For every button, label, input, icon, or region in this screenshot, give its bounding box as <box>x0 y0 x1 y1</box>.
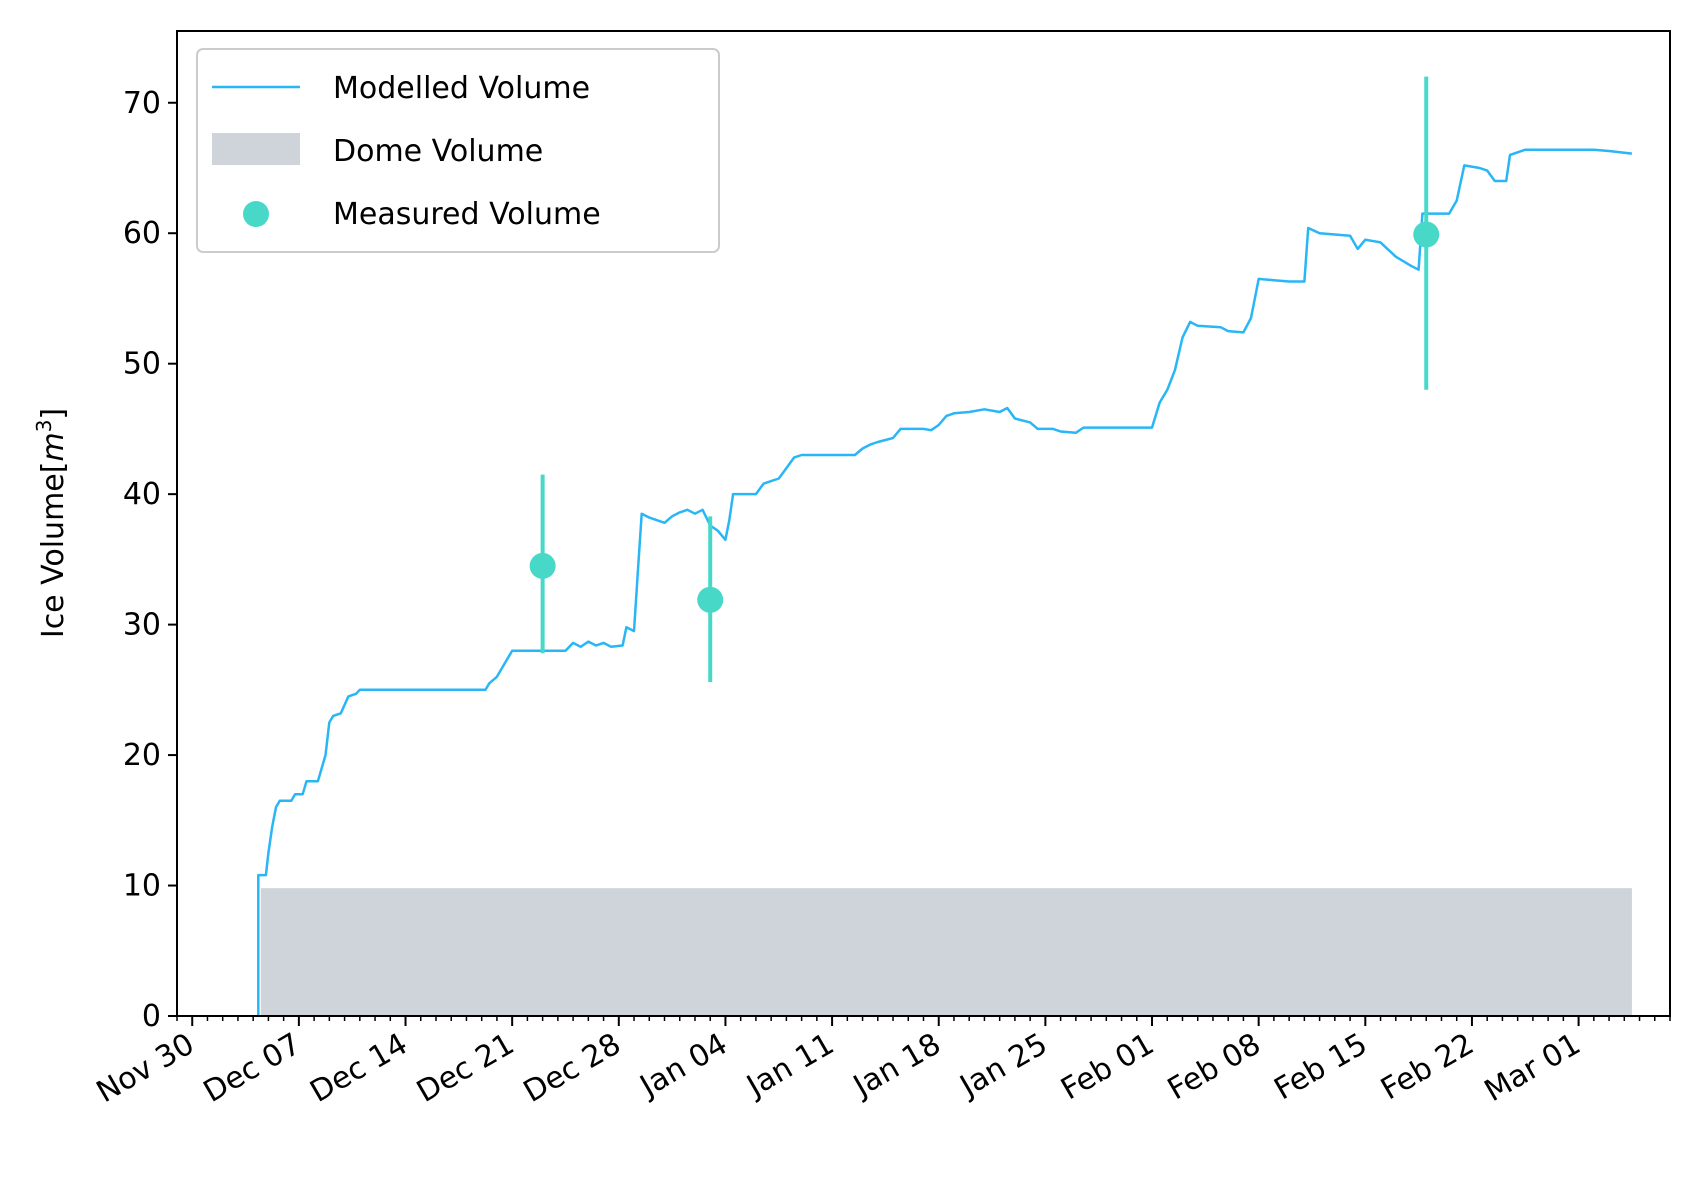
y-axis: 0 10 20 30 40 50 60 70 <box>123 86 177 1034</box>
y-tick-label-7: 70 <box>123 86 161 121</box>
dome-volume-area <box>260 888 1632 1016</box>
legend-measured-label: Measured Volume <box>333 197 601 232</box>
y-tick-label-1: 10 <box>123 869 161 904</box>
y-tick-label-4: 40 <box>123 477 161 512</box>
legend-dome-swatch <box>212 133 300 165</box>
y-axis-label-close: ] <box>36 408 71 420</box>
measured-point-2 <box>1413 221 1440 248</box>
y-tick-label-6: 60 <box>123 216 161 251</box>
y-axis-label-exponent: 3 <box>32 420 56 433</box>
modelled-volume-series <box>257 148 1633 1016</box>
y-axis-label: Ice Volume[m3] <box>32 408 71 638</box>
legend-frame <box>196 48 720 253</box>
legend-modelled-label: Modelled Volume <box>333 71 590 106</box>
legend-dome-label: Dome Volume <box>333 134 543 169</box>
y-tick-label-3: 30 <box>123 608 161 643</box>
y-tick-label-0: 0 <box>142 999 161 1034</box>
modelled-volume-line <box>257 148 1633 1016</box>
legend-measured-swatch <box>243 201 269 227</box>
legend: Modelled Volume Dome Volume Measured Vol… <box>196 48 720 253</box>
measured-volume-series <box>529 76 1440 683</box>
y-axis-label-text: Ice Volume[ <box>36 462 71 639</box>
y-axis-label-unit: m <box>36 432 71 461</box>
y-tick-label-5: 50 <box>123 347 161 382</box>
measured-point-1 <box>697 586 724 613</box>
y-tick-label-2: 20 <box>123 738 161 773</box>
dome-volume-bar <box>260 888 1632 1016</box>
measured-point-0 <box>529 552 556 579</box>
